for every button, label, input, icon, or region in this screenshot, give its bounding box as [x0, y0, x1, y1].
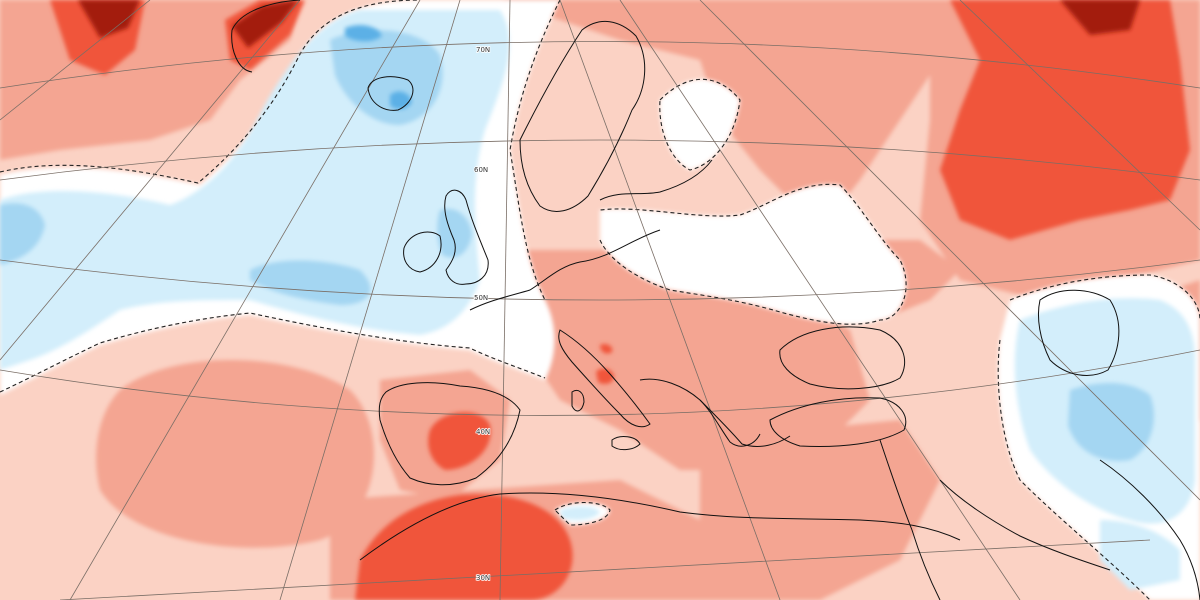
- latitude-labels: 70N 60N 50N 40N 30N: [473, 45, 491, 583]
- iceland-coast: [367, 76, 414, 111]
- warm-extreme-areas: [78, 0, 1140, 48]
- meridian: [0, 0, 301, 361]
- lat-label-50n: 50N: [474, 294, 488, 302]
- meridian: [499, 0, 511, 600]
- coastlines: [231, 0, 1200, 600]
- meridian: [559, 0, 781, 600]
- caspian-coast: [1037, 289, 1120, 376]
- balkans-coast: [639, 378, 791, 447]
- lat-label-40n: 40N: [476, 428, 490, 436]
- parallel-30n: [59, 539, 1151, 600]
- parallel-40n: [0, 349, 1200, 416]
- lat-label-30n: 30N: [476, 574, 490, 582]
- parallel-70n: [0, 41, 1200, 89]
- greenland-coast: [231, 0, 301, 73]
- turkey-coast: [769, 397, 907, 447]
- meridian: [699, 0, 1200, 501]
- western-europe-coast: [469, 229, 661, 311]
- cold-moderate-areas: [0, 30, 1154, 461]
- iberia-coast: [378, 382, 521, 486]
- lat-label-60n: 60N: [474, 166, 488, 174]
- baltic-coast: [599, 159, 713, 201]
- arabia-coast: [1099, 459, 1200, 600]
- meridian: [0, 0, 151, 121]
- meridian: [279, 0, 461, 600]
- lat-label-70n: 70N: [476, 46, 490, 54]
- italy-coast: [558, 329, 651, 428]
- parallel-60n: [0, 139, 1200, 181]
- levant-coast: [879, 439, 941, 600]
- black-sea-coast: [779, 326, 906, 390]
- greece-coast: [699, 399, 761, 447]
- sardinia-coast: [571, 389, 585, 412]
- sicily-coast: [611, 436, 641, 451]
- red-sea-coast: [939, 479, 1111, 571]
- north-africa-coast: [359, 492, 961, 561]
- meridian: [619, 0, 1021, 600]
- parallel-50n: [0, 259, 1200, 301]
- ireland-coast: [403, 231, 442, 273]
- meridian: [69, 0, 421, 600]
- scandinavia-coast: [519, 20, 646, 212]
- meridian: [959, 0, 1200, 231]
- britain-coast: [444, 189, 489, 285]
